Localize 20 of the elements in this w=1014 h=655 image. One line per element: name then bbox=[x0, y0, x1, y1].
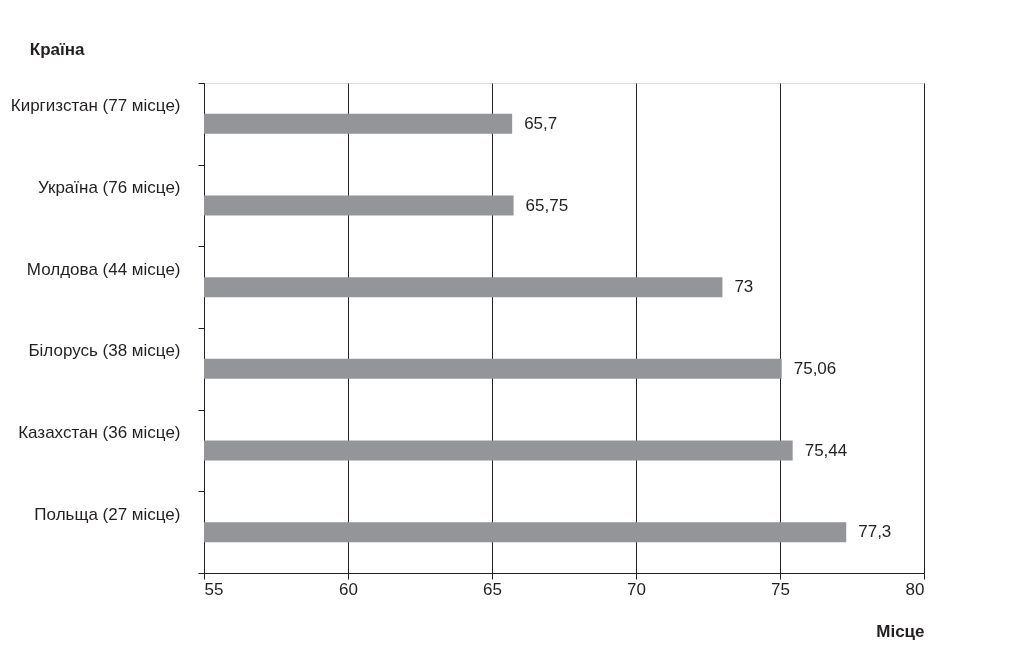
y-tick-label: Польща (27 місце) bbox=[34, 504, 181, 524]
y-tick-label: Киргизстан (77 місце) bbox=[10, 96, 181, 116]
y-tick-label: Білорусь (38 місце) bbox=[28, 341, 181, 361]
x-tick-label: 70 bbox=[627, 579, 646, 599]
x-axis-title: Місце bbox=[876, 621, 925, 641]
data-label: 77,3 bbox=[858, 522, 892, 542]
x-tick-label: 65 bbox=[483, 579, 502, 599]
x-tick-label: 80 bbox=[905, 579, 925, 599]
x-tick-label: 55 bbox=[204, 579, 224, 599]
y-axis-title: Країна bbox=[29, 39, 86, 59]
data-label: 73 bbox=[734, 277, 754, 297]
data-label: 75,06 bbox=[793, 358, 837, 378]
data-label: 65,75 bbox=[525, 195, 569, 215]
y-tick-label: Казахстан (36 місце) bbox=[18, 423, 181, 442]
x-tick-label: 60 bbox=[339, 579, 358, 599]
data-label: 65,7 bbox=[524, 113, 558, 133]
y-tick-label: Україна (76 місце) bbox=[37, 178, 181, 197]
x-tick-label: 75 bbox=[771, 579, 790, 599]
data-label: 75,44 bbox=[804, 440, 848, 460]
y-tick-label: Молдова (44 місце) bbox=[26, 259, 181, 279]
